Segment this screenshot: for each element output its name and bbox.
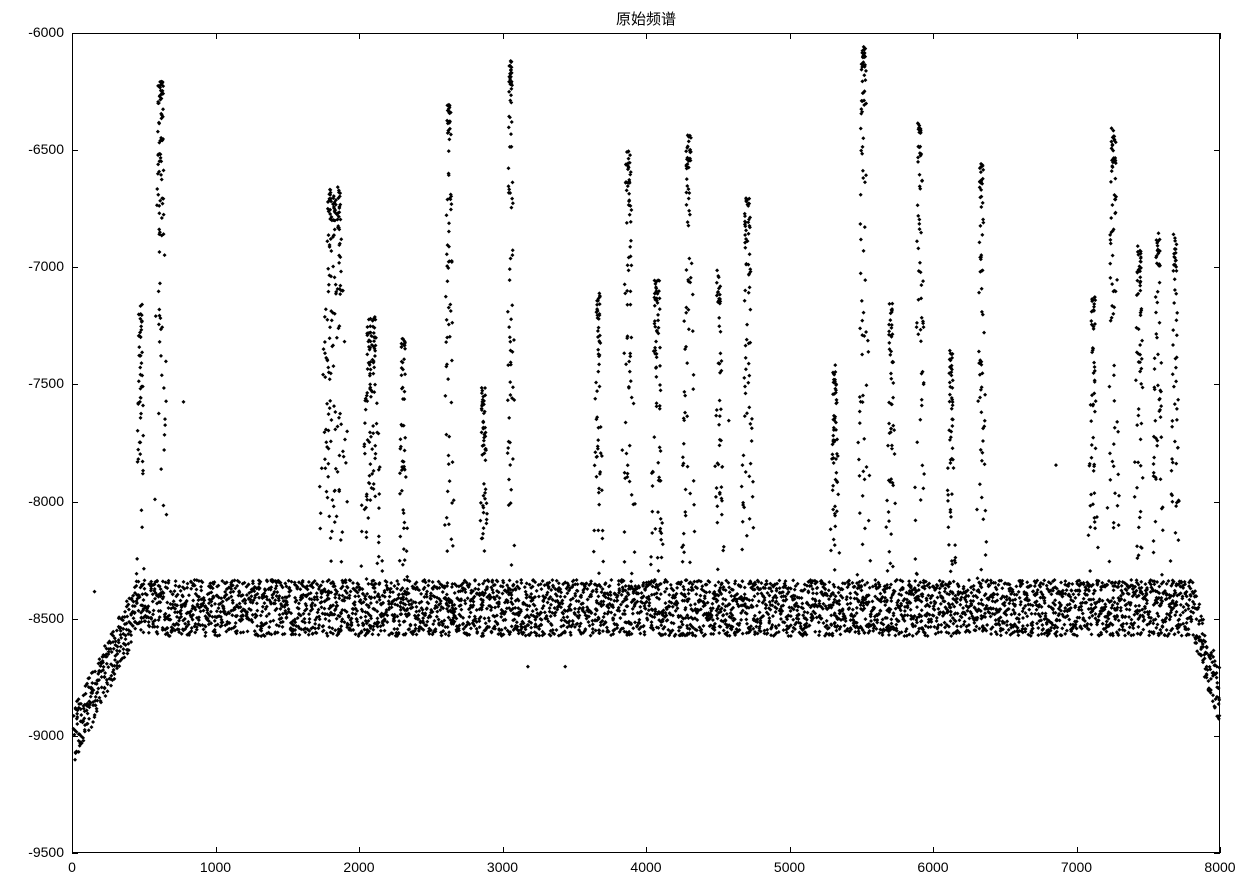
scatter-plot	[73, 34, 1221, 854]
y-tick-mark	[1214, 150, 1220, 151]
y-tick-mark	[1214, 736, 1220, 737]
y-tick-mark	[1214, 619, 1220, 620]
y-tick-mark	[72, 736, 78, 737]
y-tick-mark	[1214, 384, 1220, 385]
x-tick-mark	[503, 847, 504, 853]
x-tick-mark	[359, 33, 360, 39]
y-tick-mark	[72, 33, 78, 34]
x-tick-mark	[1220, 847, 1221, 853]
x-tick-mark	[216, 33, 217, 39]
x-tick-mark	[503, 33, 504, 39]
x-tick-mark	[1077, 33, 1078, 39]
y-tick-mark	[1214, 502, 1220, 503]
y-tick-mark	[1214, 853, 1220, 854]
x-tick-label: 1000	[186, 859, 246, 875]
y-tick-mark	[1214, 33, 1220, 34]
y-tick-mark	[72, 150, 78, 151]
x-tick-mark	[359, 847, 360, 853]
chart-title: 原始频谱	[72, 8, 1220, 29]
x-tick-label: 5000	[760, 859, 820, 875]
y-tick-mark	[72, 619, 78, 620]
y-tick-label: -8000	[12, 493, 64, 509]
x-tick-label: 0	[42, 859, 102, 875]
y-tick-mark	[72, 853, 78, 854]
y-tick-label: -7500	[12, 375, 64, 391]
y-tick-label: -9000	[12, 727, 64, 743]
scatter-markers	[72, 45, 1222, 762]
y-tick-mark	[72, 384, 78, 385]
y-tick-label: -7000	[12, 258, 64, 274]
y-tick-label: -6500	[12, 141, 64, 157]
x-tick-mark	[216, 847, 217, 853]
chart-container: 原始频谱 0 1000 2000 3000 4000 5000 6000 7000 8000 -9…	[0, 0, 1240, 888]
x-tick-mark	[646, 33, 647, 39]
x-tick-mark	[790, 33, 791, 39]
x-tick-mark	[1220, 33, 1221, 39]
y-tick-mark	[72, 267, 78, 268]
y-tick-label: -9500	[12, 844, 64, 860]
x-tick-label: 8000	[1190, 859, 1240, 875]
x-tick-mark	[1077, 847, 1078, 853]
x-tick-label: 7000	[1047, 859, 1107, 875]
y-tick-label: -8500	[12, 610, 64, 626]
y-tick-mark	[72, 502, 78, 503]
x-tick-label: 3000	[473, 859, 533, 875]
plot-area	[72, 33, 1220, 853]
x-tick-mark	[646, 847, 647, 853]
x-tick-label: 2000	[329, 859, 389, 875]
y-tick-mark	[1214, 267, 1220, 268]
x-tick-label: 6000	[903, 859, 963, 875]
y-tick-label: -6000	[12, 24, 64, 40]
x-tick-mark	[790, 847, 791, 853]
x-tick-mark	[933, 847, 934, 853]
x-tick-mark	[933, 33, 934, 39]
x-tick-label: 4000	[616, 859, 676, 875]
